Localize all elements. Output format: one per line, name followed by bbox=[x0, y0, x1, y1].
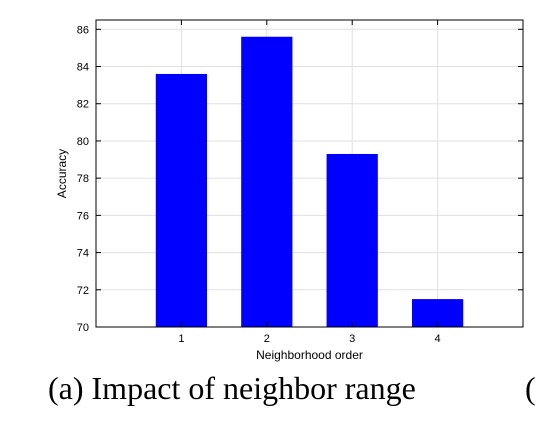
caption-text: (a) Impact of neighbor range bbox=[48, 370, 416, 407]
y-tick-label: 82 bbox=[77, 99, 89, 111]
y-tick-label: 78 bbox=[77, 173, 89, 185]
bar-1 bbox=[156, 74, 207, 327]
y-tick-label: 80 bbox=[77, 136, 89, 148]
y-tick-label: 76 bbox=[77, 210, 89, 222]
ticks: 70 72 74 76 78 80 82 84 86 1 2 3 4 bbox=[77, 20, 523, 345]
y-tick-label: 86 bbox=[77, 24, 89, 36]
x-axis-title: Neighborhood order bbox=[256, 348, 363, 362]
accuracy-bar-chart: 70 72 74 76 78 80 82 84 86 1 2 3 4 Neighborhood orde… bbox=[0, 0, 540, 370]
next-caption-fragment: ( bbox=[525, 370, 536, 407]
x-tick-label: 4 bbox=[435, 333, 441, 345]
x-tick-label: 3 bbox=[349, 333, 355, 345]
bars bbox=[156, 37, 463, 327]
bar-3 bbox=[327, 154, 378, 327]
y-tick-label: 72 bbox=[77, 285, 89, 297]
x-tick-label: 2 bbox=[264, 333, 270, 345]
y-tick-label: 70 bbox=[77, 322, 89, 334]
figure-caption: (a) Impact of neighbor range ( bbox=[0, 370, 540, 418]
y-tick-label: 74 bbox=[77, 248, 89, 260]
y-tick-label: 84 bbox=[77, 62, 89, 74]
y-axis-title: Accuracy bbox=[55, 149, 69, 198]
bar-2 bbox=[241, 37, 292, 327]
x-tick-label: 1 bbox=[178, 333, 184, 345]
